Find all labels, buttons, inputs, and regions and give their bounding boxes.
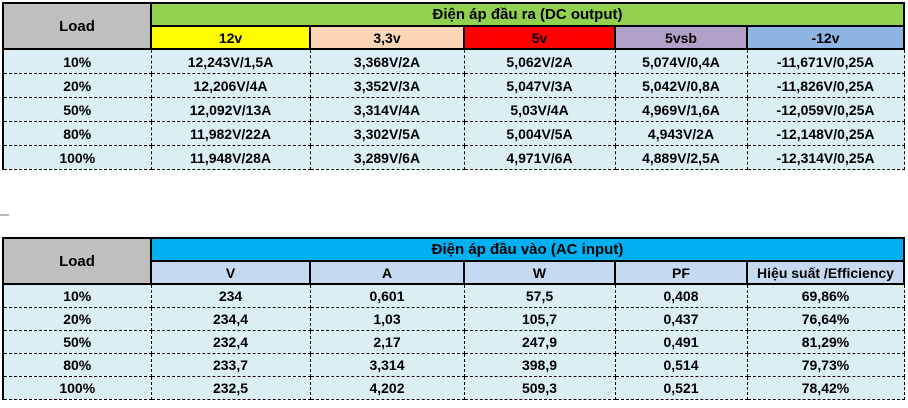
- value-cell: 69,86%: [746, 283, 905, 308]
- column-header-watts: W: [463, 260, 616, 285]
- value-cell: -12,148V/0,25A: [746, 121, 905, 146]
- table-row: 50% 12,092V/13A 3,314V/4A 5,03V/4A 4,969V/1,…: [2, 97, 905, 122]
- value-cell: 232,4: [150, 330, 311, 354]
- value-cell: 3,352V/3A: [309, 73, 465, 98]
- value-cell: 105,7: [463, 307, 616, 331]
- value-cell: 0,514: [614, 353, 748, 377]
- load-cell: 100%: [2, 145, 152, 170]
- ac-column-header-row: V A W PF Hiệu suất /Efficiency: [3, 260, 905, 285]
- value-cell: -11,671V/0,25A: [746, 48, 905, 74]
- load-cell: 100%: [2, 376, 152, 400]
- value-cell: 0,491: [614, 330, 748, 354]
- table-row: 20% 12,206V/4A 3,352V/3A 5,047V/3A 5,042V/0,…: [2, 73, 905, 98]
- load-cell: 80%: [2, 353, 152, 377]
- value-cell: 398,9: [463, 353, 616, 377]
- value-cell: 232,5: [150, 376, 311, 400]
- value-cell: 3,368V/2A: [309, 48, 465, 74]
- value-cell: 234: [150, 283, 311, 308]
- value-cell: 5,03V/4A: [463, 97, 616, 122]
- value-cell: 79,73%: [746, 353, 905, 377]
- value-cell: 2,17: [309, 330, 465, 354]
- value-cell: 3,289V/6A: [309, 145, 465, 170]
- value-cell: 78,42%: [746, 376, 905, 400]
- value-cell: 234,4: [150, 307, 311, 331]
- ac-table-title: Điện áp đầu vào (AC input): [150, 237, 905, 262]
- dc-column-header-row: 12v 3,3v 5v 5vsb -12v: [3, 25, 905, 50]
- column-header-neg12v: -12v: [746, 25, 905, 50]
- load-cell: 20%: [2, 73, 152, 98]
- table-row: 80% 233,7 3,314 398,9 0,514 79,73%: [2, 353, 905, 377]
- column-header-pf: PF: [614, 260, 748, 285]
- value-cell: 5,042V/0,8A: [614, 73, 748, 98]
- value-cell: 4,971V/6A: [463, 145, 616, 170]
- column-header-5v: 5v: [463, 25, 616, 50]
- load-cell: 10%: [2, 283, 152, 308]
- value-cell: 0,408: [614, 283, 748, 308]
- value-cell: 12,092V/13A: [150, 97, 311, 122]
- load-cell: 80%: [2, 121, 152, 146]
- value-cell: 5,074V/0,4A: [614, 48, 748, 74]
- value-cell: 5,062V/2A: [463, 48, 616, 74]
- value-cell: 5,004V/5A: [463, 121, 616, 146]
- value-cell: 11,948V/28A: [150, 145, 311, 170]
- value-cell: 57,5: [463, 283, 616, 308]
- column-header-volts: V: [150, 260, 311, 285]
- value-cell: 81,29%: [746, 330, 905, 354]
- value-cell: 0,521: [614, 376, 748, 400]
- load-cell: 20%: [2, 307, 152, 331]
- load-cell: 50%: [2, 330, 152, 354]
- dc-load-header: Load: [2, 2, 152, 50]
- table-row: 100% 232,5 4,202 509,3 0,521 78,42%: [2, 376, 905, 400]
- value-cell: 5,047V/3A: [463, 73, 616, 98]
- table-row: 80% 11,982V/22A 3,302V/5A 5,004V/5A 4,943V/2…: [2, 121, 905, 146]
- value-cell: 3,302V/5A: [309, 121, 465, 146]
- value-cell: 4,202: [309, 376, 465, 400]
- value-cell: 4,889V/2,5A: [614, 145, 748, 170]
- load-cell: 10%: [2, 48, 152, 74]
- table-row: 100% 11,948V/28A 3,289V/6A 4,971V/6A 4,889V/…: [2, 145, 905, 170]
- value-cell: 4,969V/1,6A: [614, 97, 748, 122]
- value-cell: 76,64%: [746, 307, 905, 331]
- column-header-5vsb: 5vsb: [614, 25, 748, 50]
- load-cell: 50%: [2, 97, 152, 122]
- table-row: 50% 232,4 2,17 247,9 0,491 81,29%: [2, 330, 905, 354]
- value-cell: 509,3: [463, 376, 616, 400]
- column-header-12v: 12v: [150, 25, 311, 50]
- value-cell: -11,826V/0,25A: [746, 73, 905, 98]
- value-cell: 247,9: [463, 330, 616, 354]
- column-header-3v3: 3,3v: [309, 25, 465, 50]
- dc-output-table: Load Điện áp đầu ra (DC output) 12v 3,3v…: [2, 2, 905, 170]
- dc-table-title: Điện áp đầu ra (DC output): [150, 2, 905, 27]
- value-cell: 12,243V/1,5A: [150, 48, 311, 74]
- value-cell: 11,982V/22A: [150, 121, 311, 146]
- value-cell: 3,314: [309, 353, 465, 377]
- value-cell: 1,03: [309, 307, 465, 331]
- value-cell: 4,943V/2A: [614, 121, 748, 146]
- column-header-amps: A: [309, 260, 465, 285]
- ac-load-header: Load: [2, 237, 152, 285]
- value-cell: 233,7: [150, 353, 311, 377]
- column-header-efficiency: Hiệu suất /Efficiency: [746, 260, 905, 285]
- value-cell: 0,601: [309, 283, 465, 308]
- table-row: 10% 12,243V/1,5A 3,368V/2A 5,062V/2A 5,074V/…: [2, 48, 905, 74]
- table-row: 20% 234,4 1,03 105,7 0,437 76,64%: [2, 307, 905, 331]
- value-cell: -12,314V/0,25A: [746, 145, 905, 170]
- gridline-artifact: [0, 214, 9, 216]
- value-cell: -12,059V/0,25A: [746, 97, 905, 122]
- table-row: 10% 234 0,601 57,5 0,408 69,86%: [2, 283, 905, 308]
- value-cell: 3,314V/4A: [309, 97, 465, 122]
- value-cell: 12,206V/4A: [150, 73, 311, 98]
- value-cell: 0,437: [614, 307, 748, 331]
- ac-input-table: Load Điện áp đầu vào (AC input) V A W PF…: [2, 237, 905, 400]
